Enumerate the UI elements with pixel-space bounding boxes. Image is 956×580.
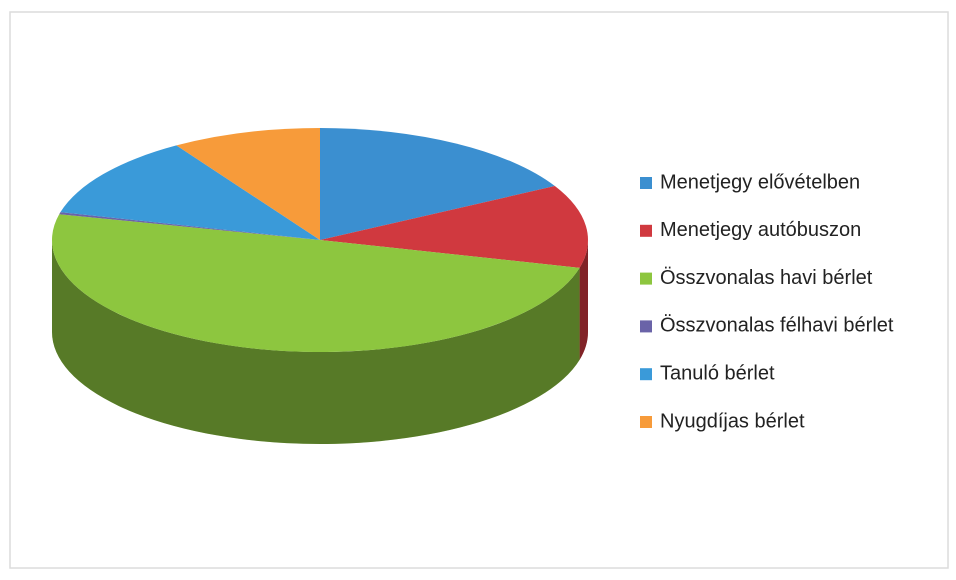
slice [59, 212, 321, 240]
legend-label: Menetjegy autóbuszon [660, 219, 861, 241]
legend-label: Tanuló bérlet [660, 362, 775, 384]
slice [60, 145, 321, 240]
legend-label: Nyugdíjas bérlet [660, 410, 805, 432]
legend-swatch [640, 368, 652, 381]
legend-swatch [640, 416, 652, 428]
slice-side-shade [579, 240, 588, 360]
slice-side [51, 240, 580, 445]
slice-side [579, 240, 588, 360]
legend-label: Összvonalas havi bérlet [660, 267, 873, 289]
legend-swatch [640, 177, 652, 189]
slice [51, 214, 580, 353]
legend-label: Összvonalas félhavi bérlet [660, 315, 894, 337]
slice-side-shade [51, 240, 580, 445]
slice [320, 128, 555, 240]
legend-swatch [640, 320, 652, 333]
legend-swatch [640, 272, 652, 285]
slice [176, 128, 320, 240]
slice [320, 186, 588, 268]
legend-label: Menetjegy elővételben [660, 171, 860, 193]
legend-swatch [640, 224, 652, 237]
